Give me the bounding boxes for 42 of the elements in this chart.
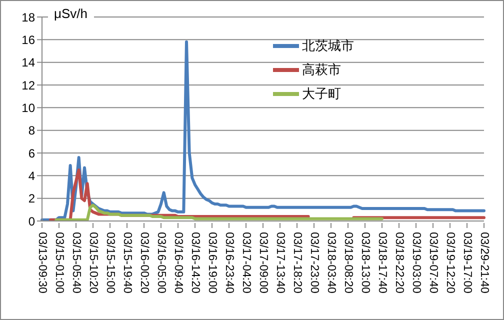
x-tick-label: 03/18-03:40 (325, 232, 337, 294)
legend-label: 大子町 (302, 85, 341, 103)
y-tick-label: 14 (22, 56, 36, 70)
x-tick-label: 03/15-10:20 (87, 232, 99, 294)
x-tick-label: 03/16-09:40 (172, 232, 184, 294)
legend-label: 北茨城市 (302, 37, 354, 55)
y-tick-label: 4 (28, 168, 36, 183)
x-tick-label: 03/18-13:00 (359, 232, 371, 294)
y-axis-title: μSv/h (48, 6, 94, 21)
y-tick-label: 0 (28, 214, 36, 228)
y-tick-label: 8 (28, 124, 36, 138)
x-tick-label: 03/15-05:40 (70, 232, 82, 294)
y-tick-label: 12 (22, 78, 36, 92)
line-series (54, 204, 384, 221)
x-tick-label: 03/17-23:00 (308, 232, 320, 294)
x-tick-label: 03/19-17:00 (461, 232, 473, 294)
legend-label: 高萩市 (302, 61, 341, 79)
x-tick-label: 03/18-08:20 (342, 232, 354, 294)
x-tick-label: 03/19-07:40 (427, 232, 439, 294)
x-tick-label: 03/17-13:40 (274, 232, 286, 294)
x-tick-label: 03/16-23:40 (223, 232, 235, 294)
x-tick-label: 03/18-17:40 (376, 232, 388, 294)
x-tick-label: 03/16-05:00 (155, 232, 167, 294)
y-tick-label: 6 (28, 146, 36, 160)
x-tick-label: 03/17-18:20 (291, 232, 303, 294)
x-tick-label: 03/17-09:00 (257, 232, 269, 294)
y-tick-label: 2 (28, 192, 36, 206)
y-tick-label: 18 (22, 10, 36, 24)
x-tick-label: 03/15-15:00 (104, 232, 116, 294)
x-tick-label: 03/15-01:00 (53, 232, 65, 294)
x-tick-label: 03/13-09:30 (36, 232, 48, 294)
x-tick-label: 03/15-19:40 (121, 232, 133, 294)
x-tick-label: 03/19-03:00 (410, 232, 422, 294)
y-tick-label: 10 (22, 100, 36, 115)
x-tick-label: 03/16-00:20 (138, 232, 150, 294)
x-tick-label: 03/18-22:20 (393, 232, 405, 294)
x-tick-label: 03/29-21:40 (478, 232, 490, 294)
x-tick-label: 03/16-19:00 (206, 232, 218, 294)
x-tick-label: 03/19-12:20 (444, 232, 456, 294)
y-tick-label: 16 (22, 32, 36, 47)
x-tick-label: 03/16-14:20 (189, 232, 201, 294)
x-tick-label: 03/17-04:20 (240, 232, 252, 294)
